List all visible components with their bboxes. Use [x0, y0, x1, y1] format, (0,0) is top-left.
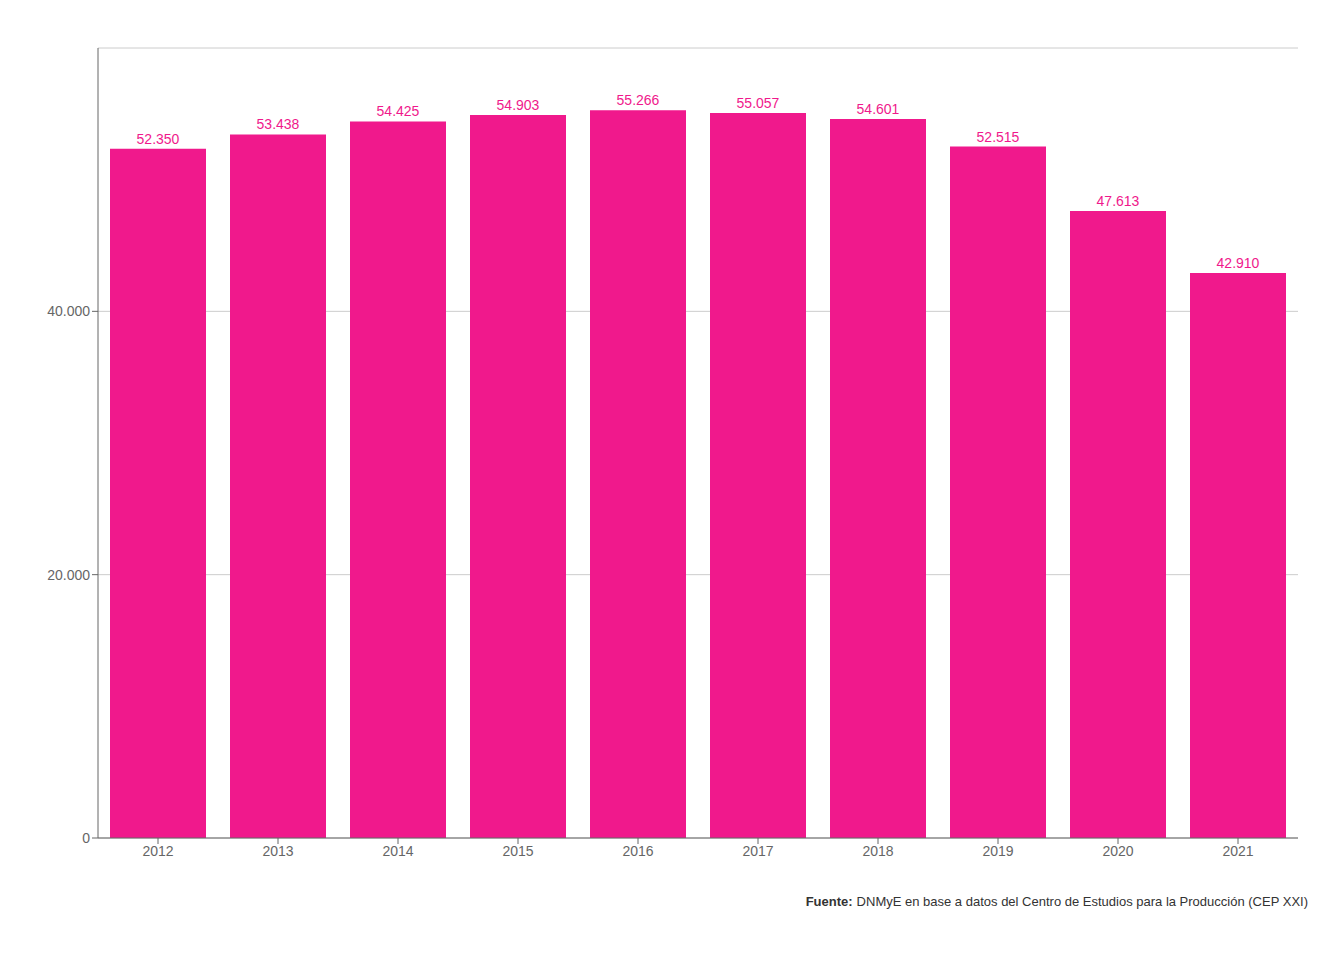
svg-text:40.000: 40.000	[47, 303, 90, 319]
svg-text:54.903: 54.903	[497, 97, 540, 113]
svg-text:2017: 2017	[742, 843, 773, 859]
svg-text:42.910: 42.910	[1217, 255, 1260, 271]
svg-text:2012: 2012	[142, 843, 173, 859]
svg-text:55.266: 55.266	[617, 92, 660, 108]
svg-text:2018: 2018	[862, 843, 893, 859]
svg-text:2016: 2016	[622, 843, 653, 859]
svg-text:2021: 2021	[1222, 843, 1253, 859]
svg-text:0: 0	[82, 830, 90, 846]
svg-text:2013: 2013	[262, 843, 293, 859]
svg-text:55.057: 55.057	[737, 95, 780, 111]
svg-text:2015: 2015	[502, 843, 533, 859]
svg-text:54.425: 54.425	[377, 103, 420, 119]
svg-text:2019: 2019	[982, 843, 1013, 859]
svg-text:47.613: 47.613	[1097, 193, 1140, 209]
svg-text:52.515: 52.515	[977, 129, 1020, 145]
svg-text:52.350: 52.350	[137, 131, 180, 147]
svg-text:53.438: 53.438	[257, 116, 300, 132]
svg-text:2020: 2020	[1102, 843, 1133, 859]
svg-text:54.601: 54.601	[857, 101, 900, 117]
svg-text:2014: 2014	[382, 843, 413, 859]
svg-text:20.000: 20.000	[47, 567, 90, 583]
html-text:Fuente: DNMyE en base a datos: Fuente: DNMyE en base a datos del Centro…	[805, 894, 1308, 909]
